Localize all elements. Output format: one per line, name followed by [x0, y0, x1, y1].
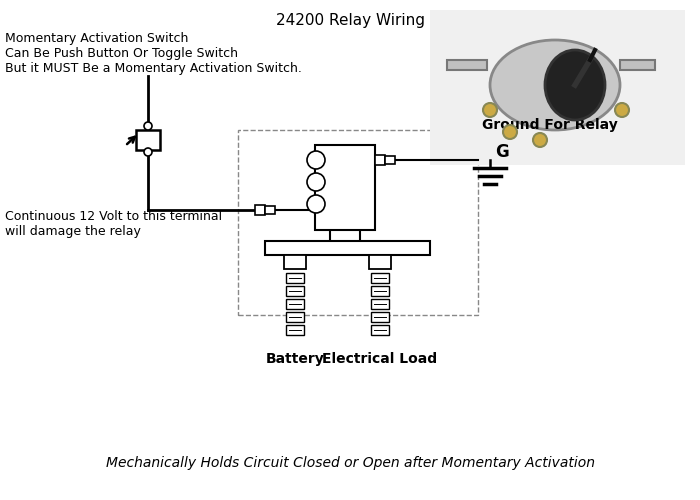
Bar [375, 155, 385, 165]
Text: Electrical Load: Electrical Load [323, 352, 438, 366]
Bar [369, 255, 391, 269]
Bar [315, 145, 375, 230]
Circle shape [307, 173, 325, 191]
Bar [136, 130, 160, 150]
Bar [265, 206, 275, 214]
Bar [265, 241, 430, 255]
Text: G: G [495, 143, 509, 161]
Bar [371, 312, 389, 322]
Bar [371, 273, 389, 283]
Ellipse shape [545, 50, 605, 120]
Circle shape [307, 195, 325, 213]
Bar [286, 312, 304, 322]
Bar [286, 273, 304, 283]
Circle shape [307, 151, 325, 169]
Bar [371, 299, 389, 309]
Text: Battery: Battery [265, 352, 324, 366]
Bar [371, 286, 389, 296]
Circle shape [615, 103, 629, 117]
Text: Mechanically Holds Circuit Closed or Open after Momentary Activation: Mechanically Holds Circuit Closed or Ope… [106, 456, 594, 470]
Bar [385, 156, 395, 164]
Bar [286, 325, 304, 335]
Circle shape [503, 125, 517, 139]
Text: Ground For Relay: Ground For Relay [482, 118, 617, 132]
Text: Continuous 12 Volt to this terminal
will damage the relay: Continuous 12 Volt to this terminal will… [5, 210, 222, 238]
Bar [284, 255, 306, 269]
Circle shape [533, 133, 547, 147]
Circle shape [144, 148, 152, 156]
Bar [238, 130, 478, 315]
Circle shape [483, 103, 497, 117]
Circle shape [144, 122, 152, 130]
Bar [620, 60, 655, 70]
Bar [430, 10, 685, 165]
Ellipse shape [490, 40, 620, 130]
Bar [447, 60, 487, 70]
Bar [286, 286, 304, 296]
Text: Momentary Activation Switch
Can Be Push Button Or Toggle Switch
But it MUST Be a: Momentary Activation Switch Can Be Push … [5, 32, 302, 75]
Bar [286, 299, 304, 309]
Text: 24200 Relay Wiring: 24200 Relay Wiring [276, 13, 424, 28]
Bar [255, 205, 265, 215]
Bar [371, 325, 389, 335]
